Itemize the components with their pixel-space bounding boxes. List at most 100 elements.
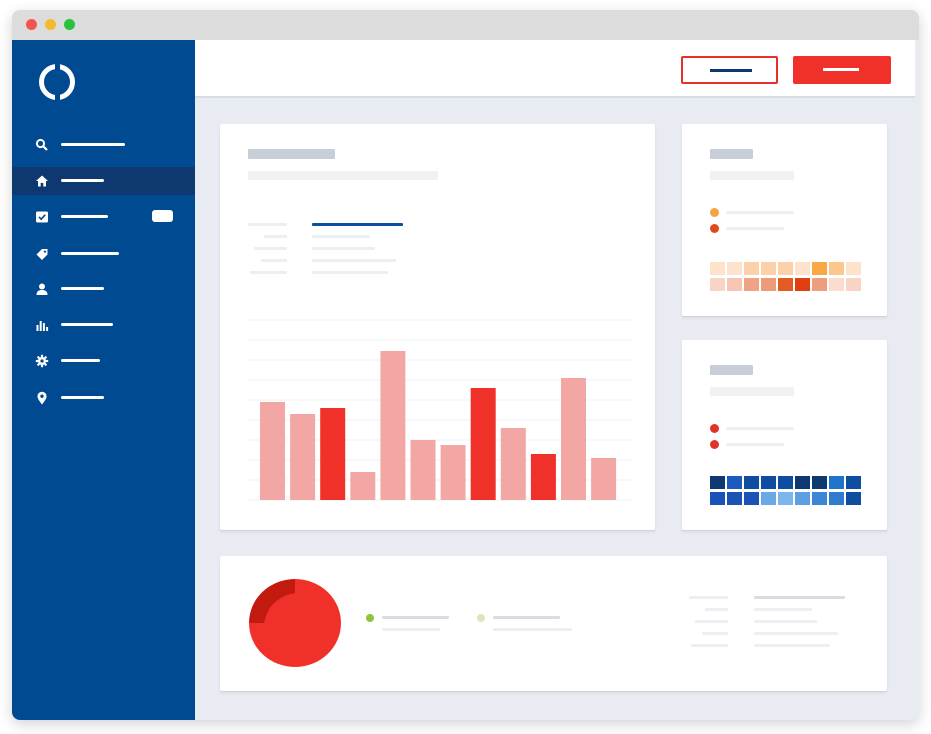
maximize-window-button[interactable]: [64, 19, 75, 30]
table-label: [695, 620, 728, 623]
heatmap-cell[interactable]: [795, 476, 810, 489]
heatmap-cell[interactable]: [761, 476, 776, 489]
app-window: [12, 10, 919, 720]
card-subtitle: [248, 171, 438, 180]
card-subtitle: [710, 171, 794, 180]
heatmap-cell[interactable]: [829, 278, 844, 291]
chart-bar[interactable]: [260, 402, 285, 500]
orange-heatmap-card: [682, 124, 887, 316]
legend-label: [726, 211, 794, 214]
heatmap-cell[interactable]: [744, 262, 759, 275]
heatmap-cell[interactable]: [778, 492, 793, 505]
legend-dot: [477, 614, 485, 622]
legend-label: [493, 616, 560, 619]
blue-heatmap-card: [682, 340, 887, 530]
heatmap-cell[interactable]: [812, 476, 827, 489]
table-value-highlight: [312, 223, 403, 226]
table-value: [754, 620, 817, 623]
heatmap-cell[interactable]: [778, 278, 793, 291]
table-label: [250, 271, 287, 274]
chart-bar[interactable]: [380, 351, 406, 500]
table-value: [754, 644, 830, 647]
heatmap-cell[interactable]: [846, 262, 861, 275]
heatmap-cell[interactable]: [727, 476, 742, 489]
heatmap-cell[interactable]: [795, 278, 810, 291]
table-label: [691, 644, 728, 647]
heatmap-cell[interactable]: [778, 262, 793, 275]
heatmap-cell[interactable]: [727, 278, 742, 291]
chart-bar[interactable]: [290, 414, 316, 500]
legend-label: [726, 227, 784, 230]
heatmap-cell[interactable]: [846, 476, 861, 489]
sidebar-item-search[interactable]: [12, 131, 195, 159]
tag-icon: [35, 247, 49, 261]
table-label: [254, 247, 287, 250]
heatmap-cell[interactable]: [761, 262, 776, 275]
heatmap-cell[interactable]: [829, 262, 844, 275]
sidebar-item-settings[interactable]: [12, 347, 195, 375]
sidebar-item-home[interactable]: [12, 167, 195, 195]
table-label: [264, 235, 287, 238]
sidebar-item-locations[interactable]: [12, 384, 195, 412]
home-icon: [35, 174, 49, 188]
chart-bar[interactable]: [530, 454, 556, 500]
legend-label: [726, 427, 794, 430]
sidebar-item-users[interactable]: [12, 275, 195, 303]
heatmap-cell[interactable]: [829, 476, 844, 489]
heatmap-cell[interactable]: [846, 492, 861, 505]
chart-bar[interactable]: [591, 458, 617, 500]
table-value: [312, 271, 388, 274]
heatmap-cell[interactable]: [761, 278, 776, 291]
app-logo[interactable]: [39, 63, 75, 101]
sidebar-item-tags[interactable]: [12, 240, 195, 268]
heatmap-cell[interactable]: [846, 278, 861, 291]
legend-dot: [710, 224, 719, 233]
checkbox-icon: [35, 210, 49, 224]
heatmap-cell[interactable]: [710, 492, 725, 505]
chart-bar[interactable]: [440, 445, 466, 500]
gear-icon: [35, 354, 49, 368]
sidebar-item-tasks[interactable]: [12, 203, 195, 231]
sidebar-item-label: [61, 179, 104, 182]
sidebar-item-label: [61, 287, 104, 290]
chart-bar[interactable]: [561, 378, 586, 500]
heatmap-cell[interactable]: [744, 476, 759, 489]
sidebar-item-label: [61, 359, 100, 362]
heatmap-cell[interactable]: [710, 476, 725, 489]
close-window-button[interactable]: [26, 19, 37, 30]
chart-bar[interactable]: [410, 440, 436, 500]
heatmap-cell[interactable]: [795, 492, 810, 505]
chart-bar[interactable]: [320, 408, 346, 500]
heatmap-cell[interactable]: [710, 278, 725, 291]
legend-dot: [710, 208, 719, 217]
pie-chart-card: [220, 556, 887, 691]
sidebar: [12, 40, 195, 720]
primary-action-button[interactable]: [793, 56, 891, 84]
bar-chart-icon: [35, 318, 49, 332]
chart-bar[interactable]: [350, 472, 376, 500]
heatmap-cell[interactable]: [744, 278, 759, 291]
heatmap-cell[interactable]: [727, 262, 742, 275]
heatmap-cell[interactable]: [795, 262, 810, 275]
sidebar-item-reports[interactable]: [12, 311, 195, 339]
chart-bar[interactable]: [500, 428, 526, 500]
table-label: [702, 632, 728, 635]
heatmap-cell[interactable]: [812, 262, 827, 275]
minimize-window-button[interactable]: [45, 19, 56, 30]
heatmap-cell[interactable]: [727, 492, 742, 505]
table-value: [754, 632, 838, 635]
heatmap-cell[interactable]: [778, 476, 793, 489]
heatmap-cell[interactable]: [710, 262, 725, 275]
heatmap-cell[interactable]: [812, 278, 827, 291]
top-toolbar: [195, 40, 915, 98]
secondary-action-button[interactable]: [681, 56, 778, 84]
card-title: [710, 365, 753, 375]
heatmap-cell[interactable]: [761, 492, 776, 505]
legend-sublabel: [493, 628, 572, 631]
heatmap-cell[interactable]: [829, 492, 844, 505]
chart-bar[interactable]: [470, 388, 496, 500]
legend-label: [382, 616, 449, 619]
heatmap-cell[interactable]: [744, 492, 759, 505]
heatmap-cell[interactable]: [812, 492, 827, 505]
pie-chart: [248, 578, 342, 668]
